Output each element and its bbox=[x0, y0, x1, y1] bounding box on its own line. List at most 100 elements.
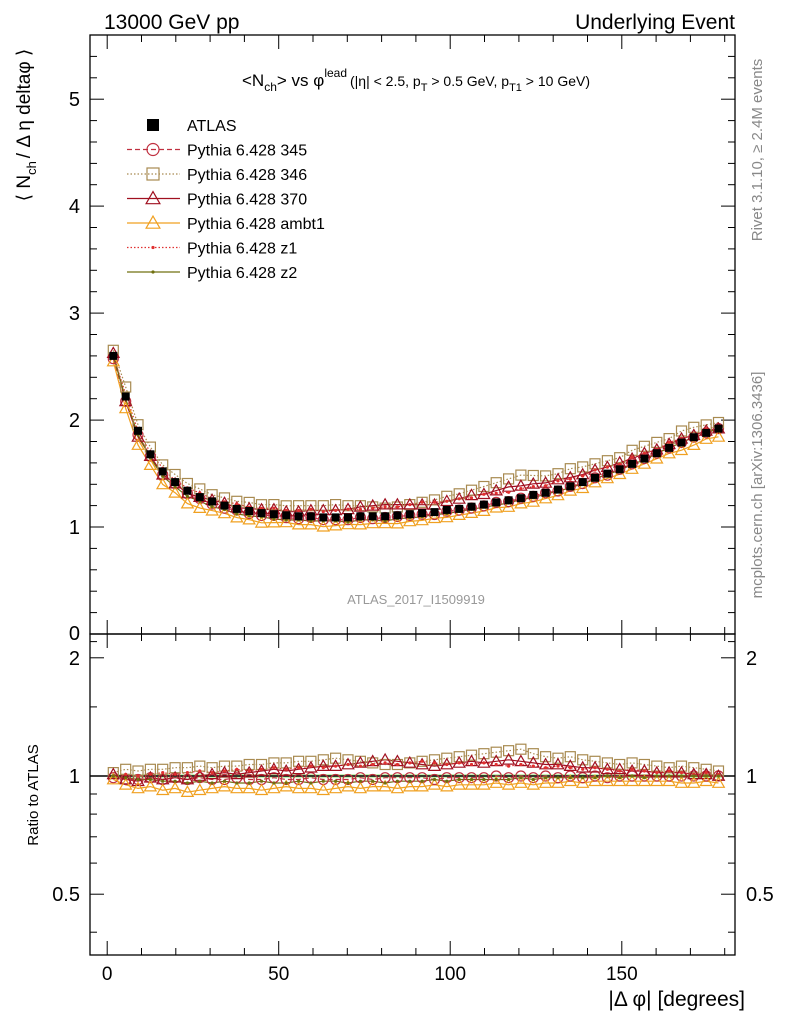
ratio-point-pythia-6-428-z2 bbox=[222, 779, 227, 783]
ratio-point-pythia-6-428-345 bbox=[465, 772, 478, 784]
point-pythia-6-428-z1 bbox=[667, 440, 671, 444]
ratio-point-pythia-6-428-ambt1 bbox=[143, 779, 158, 792]
ratio-point-pythia-6-428-z1 bbox=[655, 771, 659, 775]
ratio-point-pythia-6-428-370 bbox=[575, 760, 590, 773]
legend-marker-pythia-6-428-z2 bbox=[151, 270, 155, 274]
ratio-point-pythia-6-428-z2 bbox=[667, 774, 671, 778]
point-pythia-6-428-z1 bbox=[420, 500, 424, 504]
ratio-point-pythia-6-428-z2 bbox=[173, 779, 177, 783]
point-pythia-6-428-z1 bbox=[457, 497, 461, 501]
title-part-e: > 10 GeV) bbox=[522, 73, 590, 89]
point-pythia-6-428-ambt1 bbox=[526, 494, 541, 507]
ratio-series-marks bbox=[106, 743, 726, 798]
ratio-point-pythia-6-428-ambt1 bbox=[316, 783, 331, 796]
legend-marker-pythia-6-428-345 bbox=[146, 142, 160, 157]
point-pythia-6-428-ambt1 bbox=[637, 456, 652, 469]
point-atlas bbox=[677, 438, 686, 447]
point-pythia-6-428-ambt1 bbox=[390, 516, 405, 529]
ratio-point-pythia-6-428-z2 bbox=[568, 776, 572, 780]
ratio-point-pythia-6-428-346 bbox=[367, 757, 379, 769]
ratio-point-pythia-6-428-z1 bbox=[581, 767, 585, 771]
ratio-point-pythia-6-428-z2 bbox=[210, 781, 214, 785]
point-pythia-6-428-z1 bbox=[581, 474, 585, 478]
ratio-point-pythia-6-428-z2 bbox=[111, 774, 115, 778]
ratio-point-pythia-6-428-ambt1 bbox=[489, 775, 504, 788]
ratio-point-pythia-6-428-z1 bbox=[679, 771, 684, 775]
point-pythia-6-428-346 bbox=[120, 381, 132, 393]
ratio-point-pythia-6-428-ambt1 bbox=[625, 774, 639, 787]
point-pythia-6-428-ambt1 bbox=[464, 506, 479, 519]
ratio-point-pythia-6-428-z2 bbox=[531, 777, 535, 782]
point-pythia-6-428-ambt1 bbox=[267, 515, 281, 528]
ratio-point-pythia-6-428-345 bbox=[626, 770, 638, 782]
point-pythia-6-428-345 bbox=[589, 472, 601, 484]
point-pythia-6-428-ambt1 bbox=[230, 510, 244, 523]
point-pythia-6-428-z2 bbox=[185, 494, 189, 498]
ratio-point-pythia-6-428-ambt1 bbox=[526, 777, 541, 790]
ratio-point-pythia-6-428-z2 bbox=[309, 781, 313, 785]
point-atlas bbox=[504, 496, 513, 505]
ratio-point-pythia-6-428-346 bbox=[577, 754, 589, 766]
ratio-point-pythia-6-428-z1 bbox=[544, 766, 548, 770]
point-pythia-6-428-ambt1 bbox=[477, 504, 491, 517]
point-atlas bbox=[455, 504, 464, 513]
point-pythia-6-428-ambt1 bbox=[316, 519, 331, 532]
ratio-point-pythia-6-428-ambt1 bbox=[662, 774, 676, 787]
title-sub-c: T bbox=[421, 82, 428, 94]
ratio-point-pythia-6-428-z2 bbox=[395, 779, 399, 783]
point-atlas bbox=[171, 478, 180, 487]
ratio-point-pythia-6-428-370 bbox=[477, 755, 491, 768]
ratio-point-pythia-6-428-z2 bbox=[272, 781, 276, 785]
point-atlas bbox=[603, 469, 612, 478]
ratio-point-pythia-6-428-z2 bbox=[284, 781, 288, 785]
ratio-point-pythia-6-428-370 bbox=[563, 759, 578, 772]
point-pythia-6-428-ambt1 bbox=[427, 511, 442, 524]
ratio-point-pythia-6-428-ambt1 bbox=[612, 774, 627, 787]
ratio-point-pythia-6-428-z2 bbox=[494, 777, 498, 782]
point-pythia-6-428-z2 bbox=[161, 474, 165, 478]
ratio-point-pythia-6-428-z2 bbox=[334, 779, 338, 783]
point-pythia-6-428-ambt1 bbox=[612, 467, 627, 480]
header-right: Underlying Event bbox=[575, 11, 735, 34]
ratio-point-pythia-6-428-z2 bbox=[185, 781, 189, 785]
legend-marker-pythia-6-428-346 bbox=[146, 167, 160, 181]
y-tick-label: 3 bbox=[69, 303, 80, 325]
main-y-label: ⟨ Nch / Δ η deltaφ ⟩ bbox=[14, 49, 39, 202]
point-pythia-6-428-ambt1 bbox=[711, 429, 726, 442]
ratio-point-pythia-6-428-z2 bbox=[432, 777, 437, 782]
legend-label-atlas: ATLAS bbox=[187, 118, 237, 135]
ratio-point-pythia-6-428-ambt1 bbox=[118, 777, 133, 790]
ratio-point-pythia-6-428-345 bbox=[428, 773, 441, 786]
point-pythia-6-428-370 bbox=[353, 499, 368, 512]
ratio-point-pythia-6-428-z1 bbox=[284, 767, 288, 771]
point-atlas bbox=[220, 501, 229, 510]
point-pythia-6-428-370 bbox=[489, 483, 504, 496]
point-atlas bbox=[689, 433, 698, 442]
ratio-point-pythia-6-428-z2 bbox=[556, 776, 560, 780]
ratio-point-pythia-6-428-ambt1 bbox=[699, 774, 713, 787]
ratio-line-pythia-6-428-z2 bbox=[113, 775, 719, 784]
ratio-point-pythia-6-428-z1 bbox=[272, 766, 276, 770]
ratio-point-pythia-6-428-z1 bbox=[445, 762, 449, 767]
ratio-point-pythia-6-428-z2 bbox=[679, 774, 684, 778]
ratio-point-pythia-6-428-z1 bbox=[185, 771, 189, 775]
legend: ATLAS Pythia 6.428 345 Pythia 6.428 346 Pyt… bbox=[127, 118, 325, 282]
ratio-point-pythia-6-428-370 bbox=[205, 767, 219, 780]
ratio-point-pythia-6-428-z2 bbox=[618, 776, 622, 780]
point-pythia-6-428-ambt1 bbox=[699, 431, 713, 444]
point-pythia-6-428-z1 bbox=[494, 491, 498, 495]
ratio-point-pythia-6-428-z2 bbox=[692, 774, 696, 778]
point-pythia-6-428-ambt1 bbox=[440, 510, 454, 523]
ratio-point-pythia-6-428-ambt1 bbox=[588, 774, 602, 787]
ratio-point-pythia-6-428-z1 bbox=[161, 771, 165, 775]
title-part-c: (|η| < 2.5, p bbox=[350, 73, 421, 89]
point-atlas bbox=[665, 443, 674, 452]
point-atlas bbox=[368, 512, 377, 521]
point-pythia-6-428-z1 bbox=[618, 462, 622, 466]
ratio-point-pythia-6-428-ambt1 bbox=[687, 775, 701, 788]
ratio-point-pythia-6-428-ambt1 bbox=[674, 775, 689, 788]
ratio-point-pythia-6-428-ambt1 bbox=[168, 781, 182, 794]
ratio-point-pythia-6-428-ambt1 bbox=[711, 775, 726, 788]
ratio-point-pythia-6-428-z1 bbox=[704, 771, 708, 775]
ratio-point-pythia-6-428-z1 bbox=[618, 769, 622, 773]
